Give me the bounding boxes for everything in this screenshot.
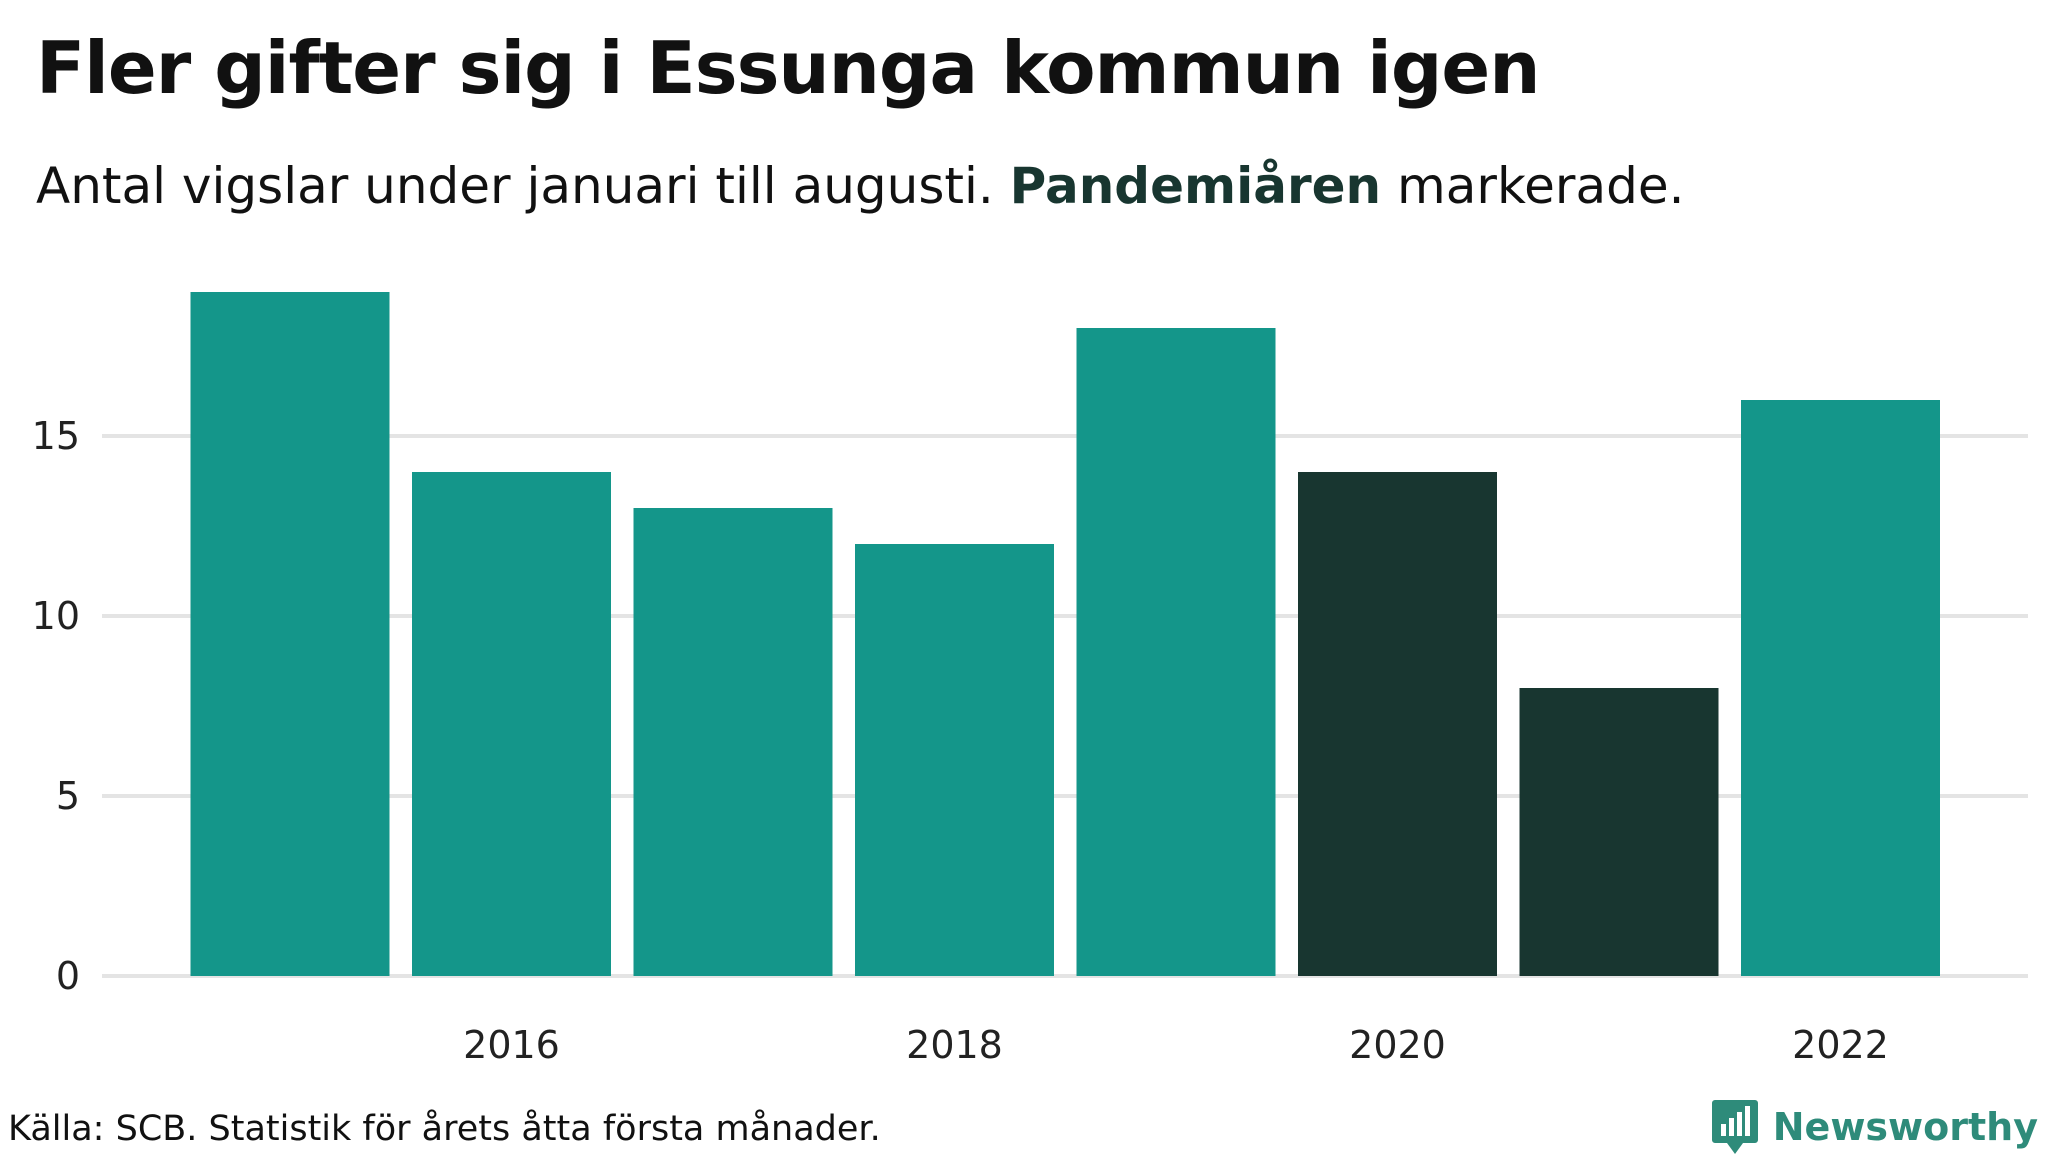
x-tick-label: 2018 bbox=[906, 1023, 1003, 1067]
x-tick-label: 2016 bbox=[463, 1023, 560, 1067]
x-tick-label: 2022 bbox=[1792, 1023, 1889, 1067]
x-tick-label: 2020 bbox=[1349, 1023, 1446, 1067]
y-axis: 0 5 10 15 bbox=[32, 414, 80, 998]
bar-2020 bbox=[1298, 472, 1497, 976]
brand-name: Newsworthy bbox=[1772, 1105, 2038, 1149]
subtitle-highlight: Pandemiåren bbox=[1009, 157, 1382, 215]
bar-2021 bbox=[1519, 688, 1719, 976]
x-axis: 2016 2018 2020 2022 bbox=[463, 1023, 1889, 1067]
y-tick-label: 5 bbox=[56, 774, 80, 818]
bar-2019 bbox=[1076, 328, 1276, 976]
bar-chart: 0 5 10 15 2016 2018 2020 2022 bbox=[32, 292, 2028, 1067]
y-tick-label: 10 bbox=[32, 594, 80, 638]
bar-2017 bbox=[633, 508, 833, 976]
bar-chart-badge-icon bbox=[1711, 1100, 1758, 1154]
y-tick-label: 0 bbox=[56, 954, 80, 998]
bar-2022 bbox=[1741, 400, 1940, 976]
subtitle-text-end: markerade. bbox=[1381, 157, 1685, 215]
chart-title: Fler gifter sig i Essunga kommun igen bbox=[36, 26, 1540, 110]
bar-2018 bbox=[855, 544, 1054, 976]
bars bbox=[190, 292, 1940, 976]
source-note: Källa: SCB. Statistik för årets åtta för… bbox=[8, 1109, 881, 1149]
bar-2015 bbox=[190, 292, 390, 976]
bar-2016 bbox=[412, 472, 611, 976]
grid-lines bbox=[102, 434, 2028, 978]
brand-logo: Newsworthy bbox=[1711, 1098, 2038, 1156]
subtitle-text: Antal vigslar under januari till augusti… bbox=[36, 157, 1010, 215]
chart-subtitle: Antal vigslar under januari till augusti… bbox=[36, 152, 1684, 220]
y-tick-label: 15 bbox=[32, 414, 80, 458]
